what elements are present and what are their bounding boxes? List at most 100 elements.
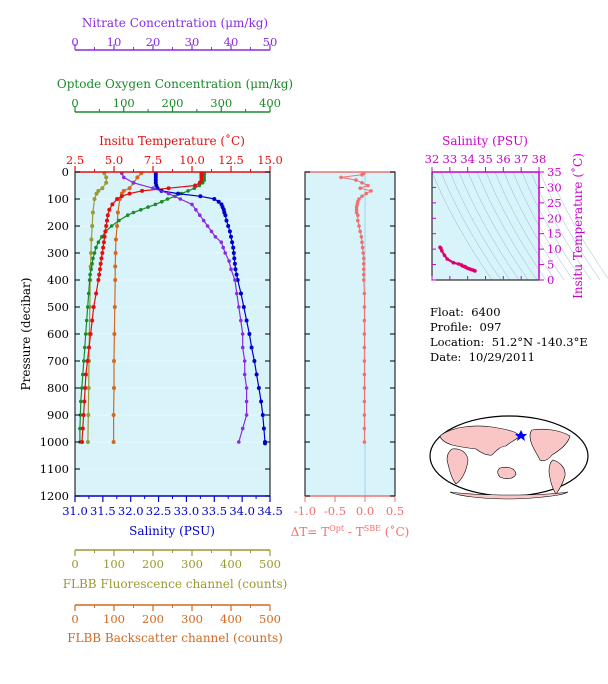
temperature-point bbox=[166, 186, 171, 191]
nitrate-point bbox=[190, 202, 194, 207]
delta-t-point bbox=[369, 189, 373, 193]
delta-t-point bbox=[354, 208, 359, 212]
ts-xtick-label: 37 bbox=[514, 152, 529, 166]
main-plot-series bbox=[78, 171, 267, 446]
temperature-point bbox=[90, 318, 95, 323]
nitrate-point bbox=[240, 345, 245, 350]
salinity-axis-tick-label: 32.0 bbox=[118, 504, 144, 518]
salinity-point bbox=[233, 267, 238, 272]
delta-t-tick-label: 0.0 bbox=[356, 504, 374, 518]
temperature-point bbox=[83, 372, 88, 377]
nitrate-axis-title: Nitrate Concentration (μm/kg) bbox=[82, 16, 268, 30]
temperature-point bbox=[98, 261, 103, 266]
map-australia bbox=[497, 466, 517, 479]
salinity-point bbox=[239, 291, 243, 296]
backscatter-point bbox=[135, 175, 140, 180]
fluorescence-point bbox=[90, 210, 95, 215]
delta-t-point bbox=[339, 175, 343, 180]
delta-t-point bbox=[354, 205, 359, 209]
nitrate-axis-tick-label: 0 bbox=[71, 35, 78, 49]
backscatter-point bbox=[112, 386, 116, 390]
salinity-axis-tick-label: 33.5 bbox=[201, 504, 227, 518]
nitrate-point bbox=[213, 235, 218, 239]
nitrate-point bbox=[131, 181, 136, 185]
backscatter-axis-title: FLBB Backscatter channel (counts) bbox=[67, 631, 283, 645]
nitrate-point bbox=[178, 197, 183, 201]
nitrate-point bbox=[198, 213, 202, 217]
delta-t-point bbox=[354, 178, 358, 182]
oxygen-point bbox=[78, 413, 83, 417]
pressure-tick-label: 800 bbox=[47, 381, 69, 395]
temperature-point bbox=[193, 183, 198, 188]
ts-density-contour bbox=[521, 171, 583, 281]
salinity-point bbox=[216, 199, 221, 204]
nitrate-point bbox=[244, 386, 249, 390]
oxygen-point bbox=[84, 318, 89, 323]
ts-ytick-label: 5 bbox=[547, 258, 554, 272]
delta-t-point bbox=[362, 256, 366, 261]
delta-t-point bbox=[354, 210, 359, 215]
ts-ytick-label: 35 bbox=[547, 165, 562, 179]
temperature-point bbox=[81, 413, 86, 417]
profile-value: 097 bbox=[479, 320, 502, 334]
backscatter-axis-tick-label: 300 bbox=[181, 612, 203, 626]
map-continents bbox=[439, 425, 571, 500]
salinity-point bbox=[232, 256, 237, 261]
oxygen-point bbox=[117, 218, 121, 223]
temperature-point bbox=[87, 345, 91, 350]
temperature-point bbox=[105, 213, 110, 218]
temperature-point bbox=[105, 218, 109, 223]
pressure-tick-label: 300 bbox=[47, 246, 69, 260]
backscatter-axis-tick-label: 200 bbox=[142, 612, 164, 626]
fluorescence-point bbox=[86, 413, 91, 417]
fluorescence-point bbox=[104, 175, 109, 180]
oxygen-point bbox=[160, 199, 164, 204]
oxygen-axis-tick-label: 0 bbox=[71, 96, 78, 110]
temperature-point bbox=[96, 278, 101, 282]
delta-t-point bbox=[360, 172, 364, 177]
temperature-point bbox=[91, 305, 96, 309]
salinity-point bbox=[249, 345, 254, 350]
ts-point bbox=[451, 260, 456, 265]
nitrate-point bbox=[242, 359, 247, 363]
ts-density-contour bbox=[539, 171, 601, 281]
backscatter-axis-tick-label: 400 bbox=[220, 612, 242, 626]
salinity-point bbox=[230, 240, 235, 245]
temperature-point bbox=[119, 194, 124, 199]
pressure-tick-label: 1100 bbox=[40, 462, 69, 476]
temperature-point bbox=[82, 399, 87, 404]
float-id-label: Float: bbox=[430, 305, 464, 319]
fluorescence-axis-tick-label: 300 bbox=[181, 557, 203, 571]
backscatter-axis: 0 100 200 300 400 500 bbox=[71, 604, 281, 626]
ts-density-contour bbox=[512, 171, 574, 281]
salinity-point bbox=[260, 413, 265, 417]
ts-point bbox=[445, 257, 450, 261]
backscatter-point bbox=[127, 186, 132, 191]
map-africa bbox=[446, 448, 469, 485]
delta-t-point bbox=[358, 186, 363, 190]
oxygen-point bbox=[86, 291, 91, 296]
salinity-point bbox=[227, 229, 232, 234]
salinity-point bbox=[247, 332, 252, 336]
nitrate-point bbox=[240, 332, 245, 336]
backscatter-point bbox=[111, 440, 116, 444]
oxygen-axis-tick-label: 400 bbox=[259, 96, 281, 110]
oxygen-point bbox=[85, 305, 90, 309]
backscatter-point bbox=[111, 413, 116, 417]
backscatter-point bbox=[112, 359, 116, 363]
nitrate-axis-tick-label: 20 bbox=[146, 35, 161, 49]
backscatter-point bbox=[113, 278, 118, 282]
nitrate-point bbox=[239, 318, 243, 323]
nitrate-point bbox=[244, 399, 249, 404]
fluorescence-point bbox=[89, 251, 93, 255]
ts-xtick-label: 34 bbox=[460, 152, 475, 166]
ts-xtick-label: 33 bbox=[443, 152, 458, 166]
temperature-point bbox=[103, 229, 108, 234]
float-id-value: 6400 bbox=[471, 305, 501, 319]
ts-density-contour bbox=[449, 171, 511, 281]
nitrate-point bbox=[240, 426, 245, 431]
oxygen-point bbox=[83, 332, 88, 336]
salinity-point bbox=[252, 359, 257, 363]
backscatter-point bbox=[115, 224, 120, 228]
